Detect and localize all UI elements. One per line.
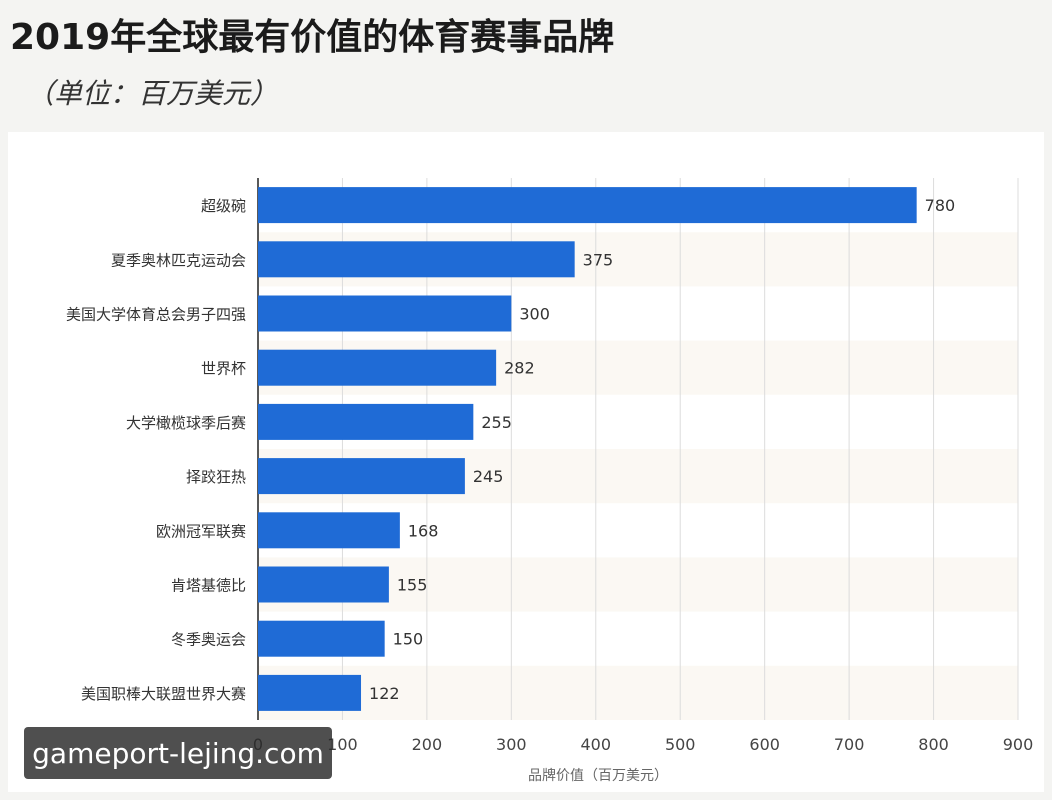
- category-label: 美国职棒大联盟世界大赛: [81, 685, 246, 703]
- data-label: 155: [397, 576, 428, 595]
- data-label: 780: [925, 196, 956, 215]
- x-tick-label: 200: [412, 735, 443, 754]
- category-label: 欧洲冠军联赛: [156, 522, 246, 540]
- category-label: 冬季奥运会: [171, 631, 246, 649]
- bar: [258, 566, 389, 603]
- data-label: 168: [408, 521, 439, 540]
- data-label: 245: [473, 467, 504, 486]
- category-label: 美国大学体育总会男子四强: [66, 306, 246, 324]
- x-tick-label: 700: [834, 735, 865, 754]
- category-label: 夏季奥林匹克运动会: [111, 251, 246, 269]
- data-label: 300: [519, 305, 550, 324]
- bar: [258, 512, 400, 549]
- chart-panel: 0100200300400500600700800900超级碗780夏季奥林匹克…: [8, 132, 1044, 792]
- bar: [258, 458, 465, 495]
- data-label: 282: [504, 359, 535, 378]
- watermark: gameport-lejing.com: [24, 727, 332, 779]
- x-tick-label: 900: [1003, 735, 1034, 754]
- data-label: 150: [393, 630, 424, 649]
- chart-subtitle: （单位：百万美元）: [26, 77, 279, 110]
- chart-title: 2019年全球最有价值的体育赛事品牌: [10, 17, 615, 58]
- category-label: 世界杯: [201, 360, 246, 378]
- bar: [258, 403, 474, 440]
- x-tick-label: 100: [327, 735, 358, 754]
- bar: [258, 620, 385, 657]
- x-tick-label: 800: [918, 735, 949, 754]
- bar: [258, 349, 497, 386]
- category-label: 超级碗: [201, 197, 246, 215]
- bar-chart: 0100200300400500600700800900超级碗780夏季奥林匹克…: [66, 178, 1034, 784]
- x-axis-title: 品牌价值（百万美元）: [528, 767, 668, 784]
- x-tick-label: 300: [496, 735, 527, 754]
- category-label: 择跤狂热: [186, 468, 246, 486]
- x-tick-label: 600: [749, 735, 780, 754]
- bar: [258, 187, 917, 224]
- bar: [258, 674, 362, 711]
- category-label: 大学橄榄球季后赛: [126, 414, 246, 432]
- bar: [258, 295, 512, 332]
- x-tick-label: 400: [581, 735, 612, 754]
- data-label: 122: [369, 684, 400, 703]
- category-label: 肯塔基德比: [171, 577, 246, 595]
- bar: [258, 241, 575, 278]
- data-label: 255: [481, 413, 512, 432]
- row-band: [258, 665, 1018, 720]
- x-tick-label: 500: [665, 735, 696, 754]
- data-label: 375: [583, 250, 614, 269]
